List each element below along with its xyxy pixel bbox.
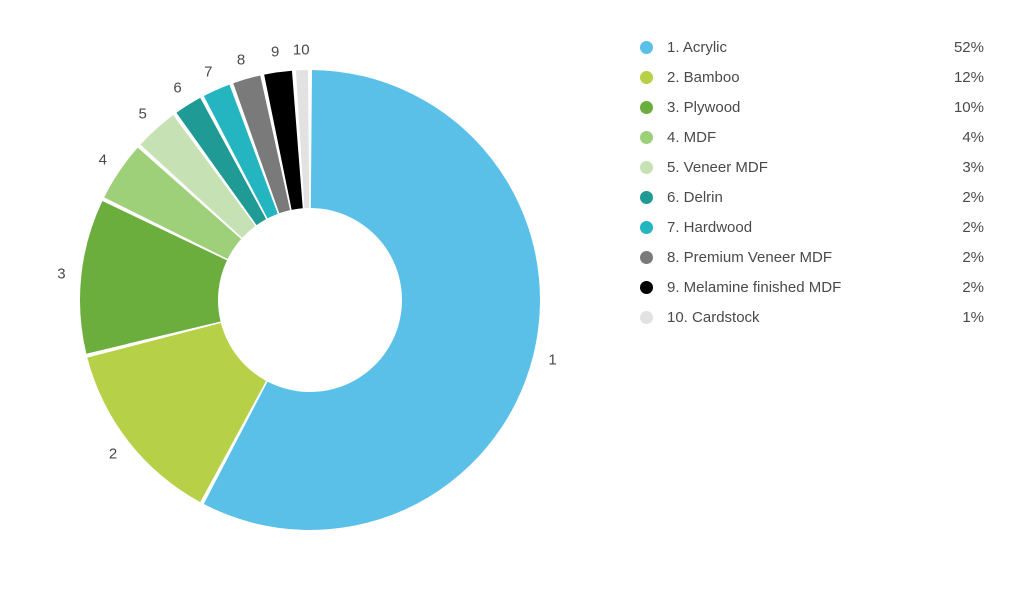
legend-row: 6. Delrin2% [640,182,984,212]
slice-label-4: 4 [99,152,107,169]
legend-row: 9. Melamine finished MDF2% [640,272,984,302]
legend-row: 8. Premium Veneer MDF2% [640,242,984,272]
legend-value: 2% [940,249,984,266]
legend-value: 2% [940,189,984,206]
legend-label: 5. Veneer MDF [667,159,940,176]
slice-label-1: 1 [548,352,556,369]
legend-value: 4% [940,129,984,146]
legend-swatch [640,221,653,234]
legend-label: 8. Premium Veneer MDF [667,249,940,266]
legend-row: 5. Veneer MDF3% [640,152,984,182]
slice-label-10: 10 [293,42,310,59]
legend-value: 1% [940,309,984,326]
legend-swatch [640,131,653,144]
legend-row: 2. Bamboo12% [640,62,984,92]
donut-chart: 1 2 3 4 5 6 7 8 9 10 [0,0,640,597]
legend-row: 7. Hardwood2% [640,212,984,242]
legend-swatch [640,311,653,324]
slice-label-5: 5 [139,106,147,123]
legend-swatch [640,191,653,204]
legend-label: 9. Melamine finished MDF [667,279,940,296]
slice-label-8: 8 [237,51,245,68]
legend-label: 2. Bamboo [667,69,940,86]
legend-label: 7. Hardwood [667,219,940,236]
legend-value: 2% [940,219,984,236]
donut-svg [0,0,640,597]
legend-label: 1. Acrylic [667,39,940,56]
chart-container: 12345678910 1. Acrylic52%2. Bamboo12%3. … [0,0,1024,597]
legend-value: 52% [940,39,984,56]
legend-value: 2% [940,279,984,296]
legend-swatch [640,251,653,264]
slice-label-7: 7 [204,63,212,80]
legend-value: 3% [940,159,984,176]
legend-value: 10% [940,99,984,116]
legend-label: 6. Delrin [667,189,940,206]
slice-label-2: 2 [109,445,117,462]
legend-row: 4. MDF4% [640,122,984,152]
legend-value: 12% [940,69,984,86]
legend-row: 3. Plywood10% [640,92,984,122]
legend-swatch [640,71,653,84]
legend-label: 4. MDF [667,129,940,146]
slice-label-6: 6 [173,79,181,96]
slice-label-9: 9 [271,44,279,61]
legend-row: 1. Acrylic52% [640,32,984,62]
legend-swatch [640,161,653,174]
legend-label: 10. Cardstock [667,309,940,326]
legend-swatch [640,41,653,54]
slice-label-3: 3 [57,265,65,282]
legend-row: 10. Cardstock1% [640,302,984,332]
legend-label: 3. Plywood [667,99,940,116]
legend-swatch [640,101,653,114]
legend-swatch [640,281,653,294]
legend: 1. Acrylic52%2. Bamboo12%3. Plywood10%4.… [640,0,1024,597]
